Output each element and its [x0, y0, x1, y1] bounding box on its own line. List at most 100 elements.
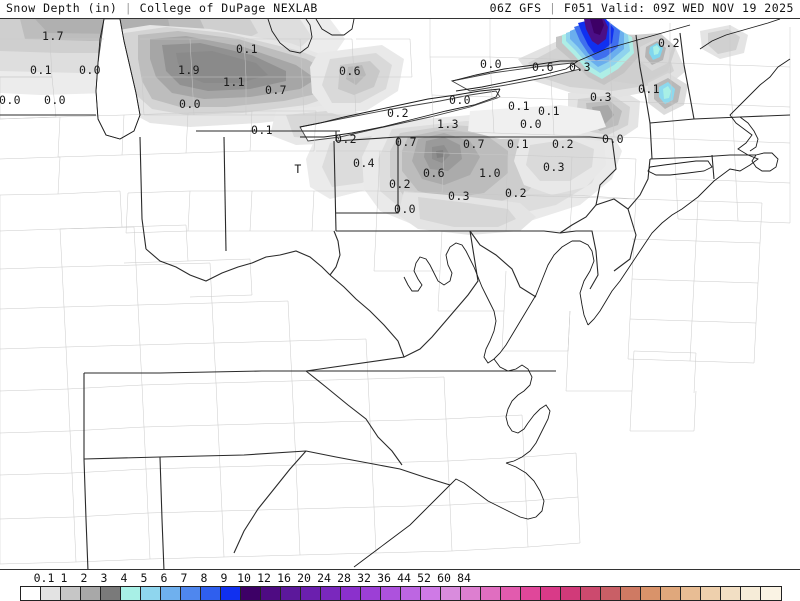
contour-value-label: 0.2 [389, 177, 411, 191]
colorbar-tick-label: 60 [437, 571, 451, 585]
contour-value-label: 0.0 [449, 93, 471, 107]
colorbar-swatch[interactable] [121, 587, 141, 600]
colorbar-swatch[interactable] [561, 587, 581, 600]
colorbar-tick-label: 3 [100, 571, 108, 585]
colorbar-tick-labels: 0.1 1 2 3 4 5 6 7 8 9 10 12 16 20 24 28 32 36 44 52 60 84 [0, 570, 800, 585]
colorbar-tick-label: 6 [160, 571, 168, 585]
contour-value-label: 0.4 [353, 156, 375, 170]
colorbar-swatch[interactable] [501, 587, 521, 600]
colorbar-tick-label: 9 [220, 571, 228, 585]
colorbar-swatch[interactable] [101, 587, 121, 600]
contour-value-label: 0.6 [339, 64, 361, 78]
contour-value-label: 0.0 [480, 57, 502, 71]
valid-time-label: 09Z WED NOV 19 2025 [652, 1, 794, 15]
header-right: 06Z GFS | F051 Valid: 09Z WED NOV 19 202… [490, 1, 794, 15]
colorbar-swatch[interactable] [741, 587, 761, 600]
header-separator-left: | [117, 1, 140, 15]
colorbar-swatch[interactable] [281, 587, 301, 600]
trace-marker: T [294, 162, 302, 176]
colorbar-tick-label: 12 [257, 571, 271, 585]
colorbar-tick-label: 10 [237, 571, 251, 585]
contour-value-label: 0.7 [395, 135, 417, 149]
colorbar-swatch[interactable] [581, 587, 601, 600]
colorbar-tick-label: 4 [120, 571, 128, 585]
great-lakes [95, 19, 582, 142]
colorbar-swatch[interactable] [681, 587, 701, 600]
colorbar-swatch[interactable] [421, 587, 441, 600]
colorbar-tick-label: 32 [357, 571, 371, 585]
colorbar-tick-label: 16 [277, 571, 291, 585]
header-separator-right: | [541, 1, 564, 15]
contour-value-label: 0.1 [507, 137, 529, 151]
colorbar-tick-label: 52 [417, 571, 431, 585]
colorbar-swatch[interactable] [141, 587, 161, 600]
colorbar-swatch[interactable] [441, 587, 461, 600]
contour-value-label: 0.7 [265, 83, 287, 97]
colorbar-swatch[interactable] [201, 587, 221, 600]
colorbar-swatch[interactable] [721, 587, 741, 600]
colorbar-swatch[interactable] [341, 587, 361, 600]
colorbar-swatch[interactable] [61, 587, 81, 600]
colorbar[interactable]: 0.1 1 2 3 4 5 6 7 8 9 10 12 16 20 24 28 32 36 44 52 60 84 [0, 570, 800, 601]
contour-value-label: 0.1 [508, 99, 530, 113]
product-title: Snow Depth (in) [6, 1, 118, 15]
forecast-hour-label: F051 [563, 1, 594, 15]
contour-value-label: 1.9 [178, 63, 200, 77]
colorbar-swatch[interactable] [181, 587, 201, 600]
colorbar-swatch[interactable] [381, 587, 401, 600]
colorbar-swatch[interactable] [241, 587, 261, 600]
snow-depth-contours [0, 19, 748, 235]
colorbar-tick-label: 44 [397, 571, 411, 585]
contour-value-label: 0.1 [251, 123, 273, 137]
colorbar-swatch[interactable] [301, 587, 321, 600]
colorbar-swatch[interactable] [261, 587, 281, 600]
coastline [95, 19, 791, 568]
colorbar-tick-label: 8 [200, 571, 208, 585]
contour-value-label: 0.0 [79, 63, 101, 77]
colorbar-swatch[interactable] [481, 587, 501, 600]
colorbar-swatch[interactable] [161, 587, 181, 600]
colorbar-swatch[interactable] [81, 587, 101, 600]
map-canvas[interactable]: 1.7 0.1 0.0 0.0 0.0 1.9 1.1 0.1 0.7 0.0 0.1 0.6 0.0 0… [0, 18, 800, 570]
contour-value-label: 0.1 [30, 63, 52, 77]
colorbar-swatch[interactable] [761, 587, 781, 600]
colorbar-swatch[interactable] [521, 587, 541, 600]
colorbar-swatch[interactable] [621, 587, 641, 600]
spacer [646, 1, 653, 15]
colorbar-swatch[interactable] [641, 587, 661, 600]
contour-value-label: 0.7 [463, 137, 485, 151]
colorbar-tick-label: 24 [317, 571, 331, 585]
colorbar-swatch[interactable] [321, 587, 341, 600]
colorbar-swatch[interactable] [541, 587, 561, 600]
colorbar-swatches[interactable] [20, 586, 782, 601]
colorbar-swatch[interactable] [41, 587, 61, 600]
model-run-label: 06Z GFS [489, 1, 542, 15]
contour-value-label: 0.2 [552, 137, 574, 151]
contour-value-label: 1.3 [437, 117, 459, 131]
colorbar-tick-label: 84 [457, 571, 471, 585]
valid-word [594, 1, 601, 15]
colorbar-swatch[interactable] [21, 587, 41, 600]
colorbar-swatch[interactable] [661, 587, 681, 600]
colorbar-tick-label: 36 [377, 571, 391, 585]
contour-value-label: 0.2 [387, 106, 409, 120]
contour-value-label: 0.2 [505, 186, 527, 200]
contour-value-label: 0.2 [335, 132, 357, 146]
contour-value-label: 0.0 [0, 93, 21, 107]
contour-value-label: 1.7 [42, 29, 64, 43]
colorbar-tick-label: 1 [60, 571, 68, 585]
colorbar-swatch[interactable] [601, 587, 621, 600]
colorbar-swatch[interactable] [401, 587, 421, 600]
contour-value-label: 0.0 [179, 97, 201, 111]
colorbar-swatch[interactable] [701, 587, 721, 600]
contour-value-label: 0.3 [543, 160, 565, 174]
colorbar-swatch[interactable] [361, 587, 381, 600]
contour-value-label: 0.2 [658, 36, 680, 50]
contour-value-label: 0.3 [590, 90, 612, 104]
contour-value-label: 0.6 [532, 60, 554, 74]
contour-value-label: 0.6 [423, 166, 445, 180]
contour-value-label: 1.0 [479, 166, 501, 180]
state-borders-upper [0, 114, 399, 214]
colorbar-swatch[interactable] [461, 587, 481, 600]
colorbar-swatch[interactable] [221, 587, 241, 600]
